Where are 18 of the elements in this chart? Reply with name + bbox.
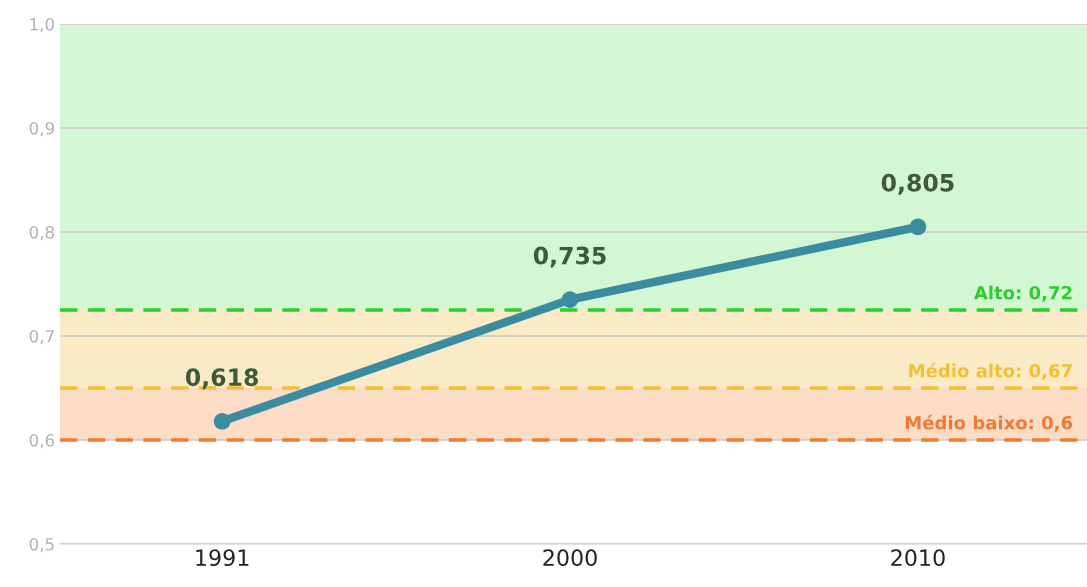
x-tick-label: 2000 — [543, 549, 597, 567]
y-tick-label: 0,6 — [29, 433, 55, 449]
ref-line-label: Médio baixo: 0,6 — [905, 414, 1073, 432]
point — [561, 291, 579, 308]
y-tick-label: 0,5 — [29, 537, 54, 553]
band-label: Médio alto: 0,67 — [909, 362, 1072, 380]
data-label: 0,618 — [185, 368, 258, 390]
data-label: 0,805 — [881, 173, 954, 195]
y-tick-label: 0,7 — [29, 329, 54, 345]
point — [213, 412, 231, 430]
y-tick-label: 1,0 — [30, 17, 55, 33]
x-tick-label: 2010 — [891, 549, 945, 567]
y-tick-label: 0,9 — [29, 121, 54, 137]
point — [909, 218, 927, 236]
ref-line-label: Alto: 0,72 — [973, 285, 1072, 302]
data-label: 0,735 — [533, 246, 606, 268]
y-tick-label: 0,8 — [29, 225, 54, 241]
x-tick-label: 1991 — [196, 549, 249, 567]
